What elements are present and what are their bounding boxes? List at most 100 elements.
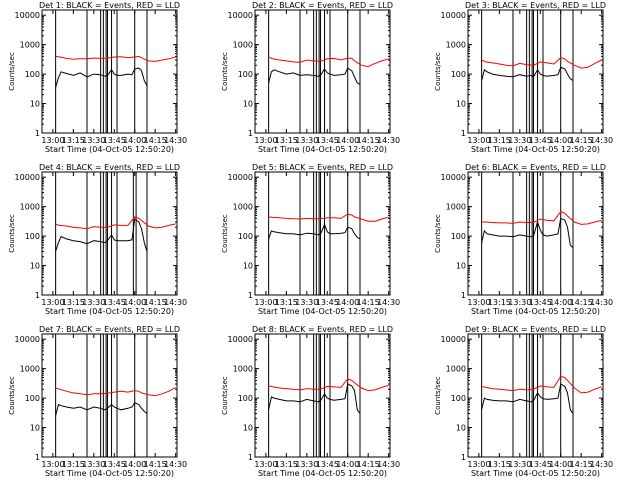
x-tick-label: 14:30 [590, 136, 613, 145]
plot-frame [254, 171, 391, 296]
y-tick-label: 1 [248, 129, 253, 138]
x-axis-label: Start Time (04-Oct-05 12:50:20) [258, 145, 387, 154]
x-tick-label: 14:00 [336, 298, 359, 307]
y-tick-label: 1000 [20, 365, 40, 374]
y-tick-label: 10 [456, 100, 466, 109]
y-tick-label: 10 [30, 424, 40, 433]
y-axis-label: Counts/sec [8, 52, 16, 91]
detector-panel: Det 7: BLACK = Events, RED = LLD 1 10 100 10… [8, 325, 187, 478]
x-axis-label: Start Time (04-Oct-05 12:50:20) [471, 469, 600, 478]
x-tick-label: 13:15 [62, 298, 85, 307]
x-tick-label: 14:15 [357, 460, 380, 469]
detector-panel: Det 9: BLACK = Events, RED = LLD 1 10 100 10… [434, 325, 613, 478]
y-tick-label: 10000 [441, 173, 466, 182]
x-tick-label: 14:30 [377, 460, 400, 469]
panel-title: Det 1: BLACK = Events, RED = LLD [39, 1, 180, 10]
y-tick-label: 10 [243, 262, 253, 271]
y-tick-label: 1 [35, 129, 40, 138]
y-tick-label: 10000 [228, 173, 253, 182]
x-tick-label: 14:30 [164, 298, 187, 307]
x-tick-label: 13:45 [316, 136, 339, 145]
lld-rate-line [55, 386, 176, 397]
events-rate-line [268, 223, 361, 240]
y-axis-label: Counts/sec [8, 376, 16, 415]
y-tick-label: 10 [30, 262, 40, 271]
x-tick-label: 14:30 [590, 460, 613, 469]
events-rate-line [55, 67, 148, 88]
x-tick-label: 14:00 [549, 298, 572, 307]
x-tick-label: 13:30 [295, 298, 318, 307]
x-tick-label: 13:00 [41, 298, 64, 307]
x-tick-label: 14:30 [164, 460, 187, 469]
y-tick-label: 100 [25, 232, 40, 241]
detector-panel: Det 4: BLACK = Events, RED = LLD 1 10 100 10… [8, 163, 187, 316]
y-tick-label: 10 [30, 100, 40, 109]
x-tick-label: 14:00 [123, 460, 146, 469]
x-tick-label: 13:30 [508, 136, 531, 145]
panel-title: Det 6: BLACK = Events, RED = LLD [465, 163, 606, 172]
x-tick-label: 13:30 [295, 136, 318, 145]
x-axis-label: Start Time (04-Oct-05 12:50:20) [45, 145, 174, 154]
y-tick-label: 1000 [233, 203, 253, 212]
y-tick-label: 1000 [446, 41, 466, 50]
y-axis-label: Counts/sec [434, 214, 442, 253]
plot-frame [467, 333, 604, 458]
x-tick-label: 14:15 [357, 298, 380, 307]
x-tick-label: 14:00 [549, 136, 572, 145]
x-tick-label: 13:00 [254, 298, 277, 307]
x-tick-label: 14:15 [570, 136, 593, 145]
y-tick-label: 10000 [441, 335, 466, 344]
plot-frame [254, 9, 391, 134]
lld-rate-line [55, 216, 176, 230]
lld-rate-line [481, 57, 602, 69]
y-tick-label: 1 [35, 291, 40, 300]
events-rate-line [481, 217, 574, 249]
x-tick-label: 13:00 [254, 136, 277, 145]
plot-frame [467, 9, 604, 134]
y-axis-label: Counts/sec [221, 376, 229, 415]
y-tick-label: 1 [35, 453, 40, 462]
x-tick-label: 13:30 [508, 460, 531, 469]
y-tick-label: 10000 [15, 173, 40, 182]
y-tick-label: 1 [461, 453, 466, 462]
x-tick-label: 13:00 [467, 460, 490, 469]
x-axis-label: Start Time (04-Oct-05 12:50:20) [45, 307, 174, 316]
x-tick-label: 13:00 [467, 298, 490, 307]
x-tick-label: 14:00 [549, 460, 572, 469]
plot-frame [254, 333, 391, 458]
events-rate-line [481, 383, 574, 414]
y-tick-label: 1000 [20, 203, 40, 212]
events-rate-line [55, 402, 148, 416]
y-tick-label: 10000 [15, 335, 40, 344]
y-tick-label: 10 [456, 424, 466, 433]
detector-panel: Det 8: BLACK = Events, RED = LLD 1 10 100 10… [221, 325, 400, 478]
x-tick-label: 13:45 [103, 298, 126, 307]
x-tick-label: 13:30 [82, 136, 105, 145]
events-rate-line [55, 218, 148, 252]
panel-title: Det 2: BLACK = Events, RED = LLD [252, 1, 393, 10]
lld-rate-line [481, 210, 602, 225]
plot-frame [41, 333, 178, 458]
x-tick-label: 14:15 [144, 136, 167, 145]
lld-rate-line [268, 378, 389, 392]
y-axis-label: Counts/sec [8, 214, 16, 253]
x-tick-label: 14:15 [570, 298, 593, 307]
x-tick-label: 14:15 [144, 298, 167, 307]
y-tick-label: 100 [451, 70, 466, 79]
y-tick-label: 10000 [228, 11, 253, 20]
x-tick-label: 14:00 [123, 298, 146, 307]
y-tick-label: 1 [461, 291, 466, 300]
x-tick-label: 13:45 [103, 136, 126, 145]
x-tick-label: 13:45 [529, 460, 552, 469]
events-rate-line [268, 383, 361, 414]
y-axis-label: Counts/sec [221, 214, 229, 253]
y-tick-label: 100 [25, 70, 40, 79]
lld-rate-line [268, 56, 389, 68]
detector-panel: Det 1: BLACK = Events, RED = LLD 1 10 100 10… [8, 1, 187, 154]
lld-rate-line [268, 213, 389, 222]
x-tick-label: 13:30 [295, 460, 318, 469]
plot-frame [467, 171, 604, 296]
x-tick-label: 14:30 [590, 298, 613, 307]
x-tick-label: 14:15 [570, 460, 593, 469]
x-tick-label: 14:15 [357, 136, 380, 145]
